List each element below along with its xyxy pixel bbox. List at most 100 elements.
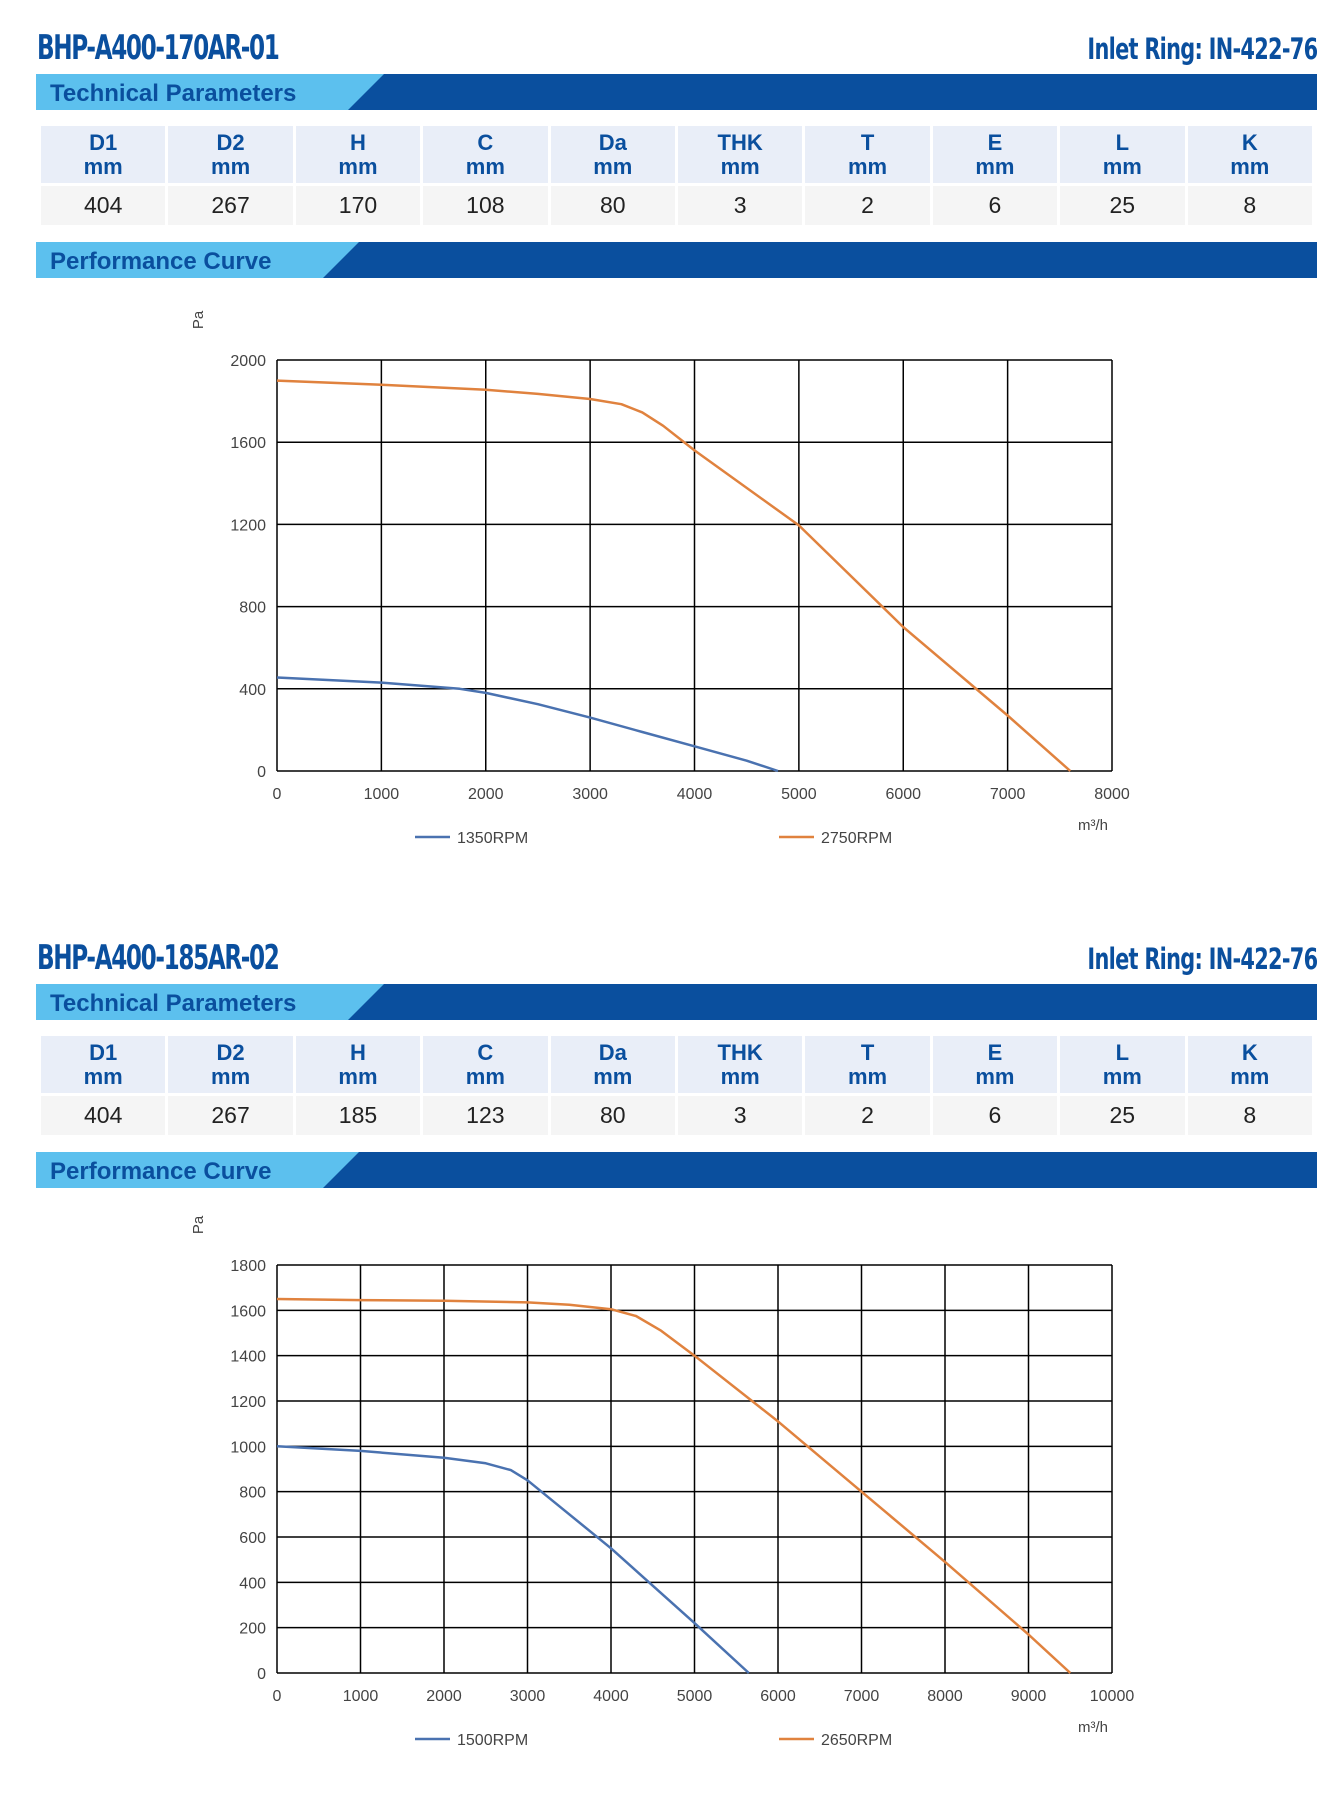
y-tick-label: 2000: [230, 353, 266, 370]
param-header: D2 mm: [168, 1036, 293, 1093]
legend-label: 2650RPM: [821, 1732, 892, 1749]
banner-tab: [36, 242, 359, 278]
parameters-value-row: 404 267 170 108 80 3 2 6 25 8: [41, 183, 1312, 225]
parameters-value-row: 404 267 185 123 80 3 2 6 25 8: [41, 1093, 1312, 1135]
param-value: 8: [1187, 183, 1312, 225]
legend-label: 2750RPM: [821, 830, 892, 847]
performance-curve-banner: Performance Curve: [36, 1152, 1317, 1188]
y-axis-label: Pa: [190, 1215, 207, 1234]
x-tick-label: 3000: [572, 786, 608, 803]
inlet-ring-label: Inlet Ring: IN-422-76: [1087, 32, 1318, 66]
param-value: 108: [423, 183, 548, 225]
x-tick-label: 5000: [677, 1688, 713, 1705]
legend-label: 1500RPM: [457, 1732, 528, 1749]
x-tick-label: 5000: [781, 786, 817, 803]
param-unit: mm: [211, 1063, 251, 1089]
param-unit: mm: [975, 153, 1015, 179]
banner-tab: [36, 1152, 359, 1188]
param-value: 404: [41, 183, 166, 225]
y-tick-label: 800: [239, 1485, 266, 1502]
param-name: D2: [216, 129, 245, 155]
param-name: C: [477, 129, 494, 155]
x-tick-label: 8000: [1094, 786, 1130, 803]
product-section-2: BHP-A400-185AR-02 Inlet Ring: IN-422-76 …: [0, 910, 1341, 1820]
param-name: Da: [598, 1039, 627, 1065]
technical-parameters-banner: Technical Parameters: [36, 984, 1317, 1020]
banner-tab: [36, 984, 384, 1020]
param-header: Da mm: [550, 1036, 675, 1093]
param-unit: mm: [338, 1063, 378, 1089]
y-tick-label: 1600: [230, 435, 266, 452]
param-header: THK mm: [677, 126, 803, 183]
param-unit: mm: [83, 153, 123, 179]
series-line-1350RPM: [276, 676, 779, 773]
param-value: 80: [550, 183, 675, 225]
param-name: K: [1241, 129, 1258, 155]
x-tick-label: 0: [273, 1688, 282, 1705]
param-value: 3: [677, 183, 803, 225]
inlet-ring-label: Inlet Ring: IN-422-76: [1087, 942, 1318, 976]
param-name: H: [350, 1039, 366, 1065]
x-tick-label: 1000: [364, 786, 400, 803]
param-value: 185: [295, 1093, 421, 1135]
x-tick-label: 2000: [468, 786, 504, 803]
param-value: 6: [932, 183, 1058, 225]
param-name: THK: [717, 129, 763, 155]
param-unit: mm: [338, 153, 378, 179]
param-name: E: [987, 129, 1003, 155]
x-tick-label: 9000: [1011, 1688, 1047, 1705]
param-unit: mm: [847, 153, 888, 179]
param-name: H: [350, 129, 366, 155]
param-unit: mm: [465, 153, 505, 179]
param-unit: mm: [847, 1063, 888, 1089]
y-tick-label: 1600: [230, 1303, 266, 1320]
x-tick-label: 6000: [885, 786, 921, 803]
param-value: 267: [168, 183, 293, 225]
y-tick-label: 1000: [230, 1439, 266, 1456]
x-axis-label: m³/h: [1078, 817, 1108, 834]
x-axis-label: m³/h: [1078, 1719, 1108, 1736]
param-value: 267: [168, 1093, 293, 1135]
y-tick-label: 0: [257, 1666, 266, 1683]
param-value: 2: [805, 1093, 930, 1135]
param-unit: mm: [975, 1063, 1015, 1089]
param-unit: mm: [1230, 153, 1270, 179]
param-name: D1: [89, 129, 118, 155]
param-value: 404: [41, 1093, 166, 1135]
y-tick-label: 1800: [230, 1258, 266, 1275]
param-name: Da: [598, 129, 627, 155]
param-name: T: [860, 1039, 875, 1065]
x-tick-label: 0: [273, 786, 282, 803]
param-name: C: [477, 1039, 494, 1065]
banner-label: Technical Parameters: [50, 990, 297, 1017]
banner-label: Performance Curve: [50, 1158, 272, 1185]
y-tick-label: 0: [257, 764, 266, 781]
param-unit: mm: [1102, 153, 1142, 179]
param-unit: mm: [1102, 1063, 1142, 1089]
param-header: D2 mm: [168, 126, 293, 183]
y-tick-label: 1200: [230, 1394, 266, 1411]
performance-chart: 0 1000 2000 3000 4000 5000 6000 7000 8000 0 400 800…: [190, 310, 1130, 847]
param-unit: mm: [465, 1063, 505, 1089]
param-value: 25: [1060, 1093, 1185, 1135]
param-value: 25: [1060, 183, 1185, 225]
param-name: E: [987, 1039, 1003, 1065]
x-tick-label: 3000: [510, 1688, 546, 1705]
param-value: 2: [805, 183, 930, 225]
y-axis-label: Pa: [190, 310, 207, 329]
param-name: T: [860, 129, 875, 155]
series-line-2750RPM: [276, 379, 1072, 772]
param-unit: mm: [83, 1063, 123, 1089]
banner-label: Performance Curve: [50, 248, 272, 275]
y-tick-label: 800: [239, 600, 266, 617]
x-tick-label: 6000: [760, 1688, 796, 1705]
technical-parameters-banner: Technical Parameters: [36, 74, 1317, 110]
